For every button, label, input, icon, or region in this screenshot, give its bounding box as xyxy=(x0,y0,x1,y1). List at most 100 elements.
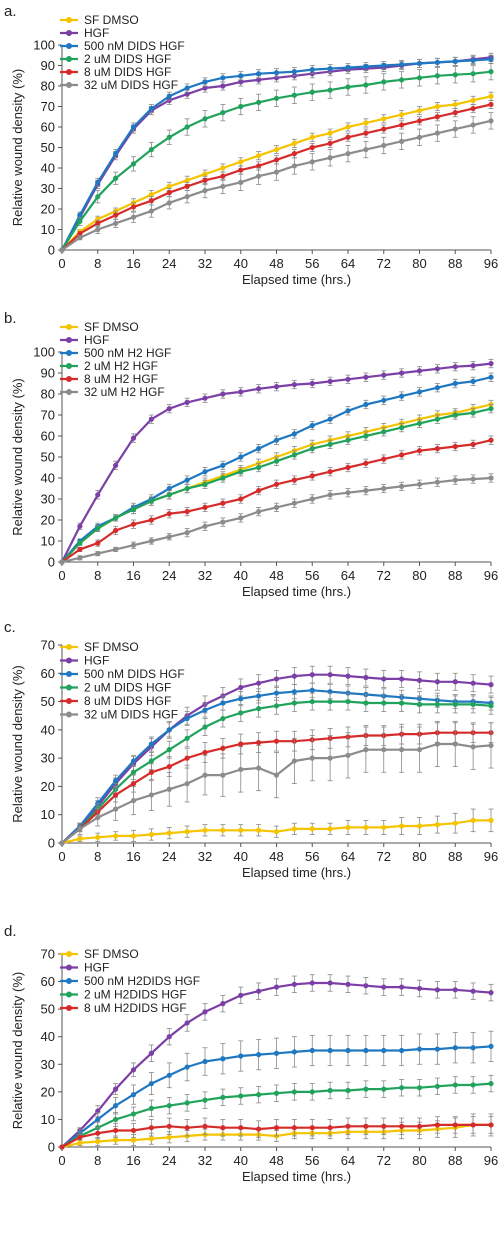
y-tick-label: 40 xyxy=(41,1029,55,1044)
data-point xyxy=(130,214,137,220)
data-point xyxy=(202,724,208,730)
data-point xyxy=(452,58,458,64)
data-point xyxy=(256,1052,262,1058)
x-tick-label: 16 xyxy=(126,256,140,271)
data-point xyxy=(256,488,262,494)
data-point xyxy=(148,758,154,764)
panel-label: a. xyxy=(4,3,17,20)
y-tick-label: 30 xyxy=(41,181,55,196)
data-point xyxy=(327,65,333,72)
data-point xyxy=(434,987,440,993)
data-point xyxy=(113,833,119,839)
data-point xyxy=(148,517,154,523)
legend-label: HGF xyxy=(84,654,109,668)
data-point xyxy=(130,833,137,839)
legend-label: 32 uM DIDS HGF xyxy=(84,78,178,92)
data-point xyxy=(184,1125,190,1131)
data-point xyxy=(148,1050,154,1056)
data-point xyxy=(220,519,226,525)
data-point xyxy=(95,194,101,200)
data-point xyxy=(202,85,208,91)
data-point xyxy=(345,64,351,71)
x-tick-label: 48 xyxy=(269,256,283,271)
data-point xyxy=(113,212,119,218)
data-point xyxy=(202,707,208,713)
data-point xyxy=(273,1125,280,1131)
data-point xyxy=(77,836,83,842)
y-tick-label: 70 xyxy=(41,638,55,653)
series xyxy=(59,404,494,565)
data-point xyxy=(273,690,280,696)
x-tick-label: 64 xyxy=(341,849,355,864)
data-point xyxy=(327,378,333,384)
data-point xyxy=(434,366,440,372)
data-point xyxy=(273,829,280,835)
data-point xyxy=(416,118,423,124)
y-tick-label: 80 xyxy=(41,79,55,94)
data-point xyxy=(399,452,405,458)
data-point xyxy=(327,980,333,986)
y-tick-label: 50 xyxy=(41,1002,55,1017)
data-point xyxy=(327,1125,333,1131)
data-point xyxy=(166,1034,172,1040)
data-point xyxy=(327,826,333,832)
y-tick-label: 40 xyxy=(41,161,55,176)
data-point xyxy=(113,1137,119,1143)
legend-marker xyxy=(66,671,72,677)
data-point xyxy=(470,817,476,823)
data-point xyxy=(309,159,315,165)
data-point xyxy=(95,834,101,840)
data-point xyxy=(488,118,494,124)
data-point xyxy=(452,380,458,387)
data-point xyxy=(399,61,405,68)
data-point xyxy=(291,92,297,98)
data-point xyxy=(416,481,423,487)
data-point xyxy=(113,1116,119,1123)
y-tick-label: 30 xyxy=(41,751,55,766)
legend-label: 8 uM DIDS HGF xyxy=(84,694,171,708)
y-tick-label: 80 xyxy=(41,387,55,402)
y-tick-label: 60 xyxy=(41,120,55,135)
data-point xyxy=(327,755,333,761)
data-point xyxy=(327,672,333,678)
data-point xyxy=(488,93,494,99)
data-point xyxy=(327,492,333,498)
data-point xyxy=(470,680,476,686)
data-point xyxy=(113,546,119,553)
data-point xyxy=(238,73,244,79)
x-axis-title: Elapsed time (hrs.) xyxy=(242,272,351,287)
data-point xyxy=(488,406,494,412)
data-point xyxy=(273,169,280,175)
data-point xyxy=(470,122,476,128)
data-point xyxy=(220,1001,226,1007)
x-tick-label: 32 xyxy=(198,849,212,864)
data-point xyxy=(434,446,440,452)
data-point xyxy=(202,469,208,475)
data-point xyxy=(220,715,226,722)
series xyxy=(59,1030,494,1150)
x-tick-label: 56 xyxy=(305,568,319,583)
x-tick-label: 48 xyxy=(269,568,283,583)
data-point xyxy=(345,673,351,679)
data-point xyxy=(220,183,226,190)
x-tick-label: 16 xyxy=(126,568,140,583)
data-point xyxy=(345,376,351,382)
legend-label: 2 uM DIDS HGF xyxy=(84,52,171,66)
y-axis-title: Relative wound density (%) xyxy=(10,972,25,1130)
legend-marker xyxy=(66,82,72,88)
data-point xyxy=(113,778,119,784)
data-point xyxy=(95,540,101,546)
legend-label: HGF xyxy=(84,26,109,40)
data-point xyxy=(327,1087,333,1094)
data-point xyxy=(166,93,172,99)
data-point xyxy=(399,747,405,753)
data-point xyxy=(488,817,494,823)
data-point xyxy=(291,151,297,157)
data-point xyxy=(470,1082,476,1088)
y-tick-label: 0 xyxy=(48,836,55,851)
data-point xyxy=(273,437,280,443)
data-point xyxy=(256,509,262,515)
data-point xyxy=(148,1136,154,1142)
data-point xyxy=(291,981,297,987)
data-point xyxy=(256,1092,262,1098)
